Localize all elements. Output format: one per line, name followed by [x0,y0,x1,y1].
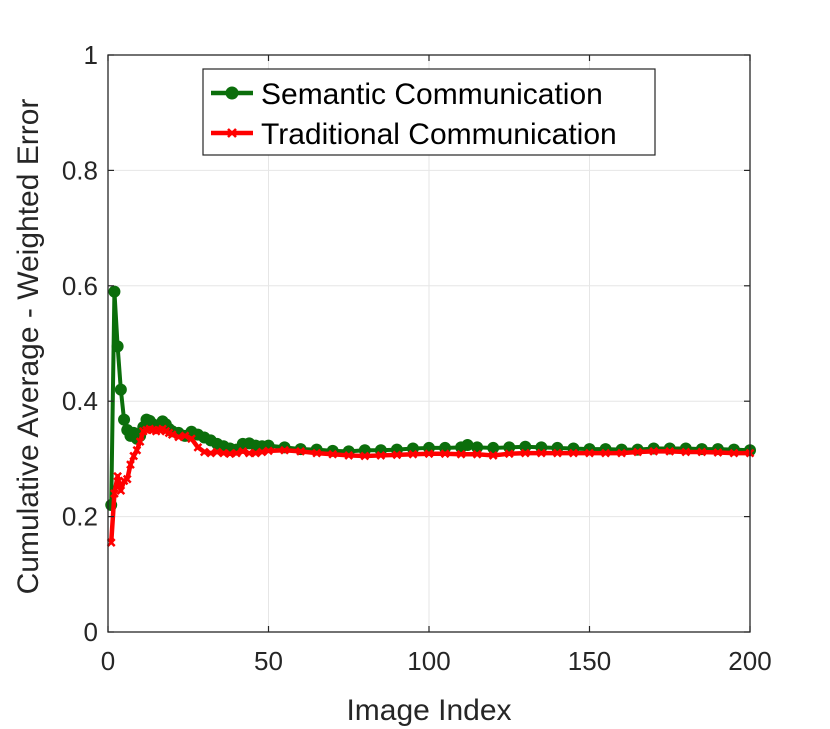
data-point [461,439,474,452]
data-point [376,451,386,460]
y-tick-label: 0.6 [62,271,98,301]
data-point [280,445,289,455]
y-tick-label: 0.8 [62,155,98,185]
legend-marker-traditional [227,128,237,138]
series-line [109,289,751,506]
data-point [633,447,643,457]
legend-box [202,68,656,156]
data-point [264,446,273,456]
data-point [665,447,675,456]
data-point [408,449,418,459]
data-point [424,449,434,459]
data-point [174,432,184,442]
data-point [601,448,610,458]
x-tick-label: 50 [254,646,283,676]
legend-marker-semantic [225,86,239,100]
legend: Semantic Communication Traditional Commu… [202,68,656,156]
data-point [328,449,338,459]
data-point [392,450,402,460]
data-point [180,431,190,441]
data-point [440,449,450,459]
data-point [132,445,142,455]
legend-entry-traditional: Traditional Communication [211,118,617,151]
data-point [344,451,354,460]
data-point [617,448,626,458]
data-point [312,448,322,458]
x-tick-label: 150 [568,646,611,676]
data-point [504,449,514,459]
data-point [487,441,500,454]
tick-labels: 0 50 100 150 200 0 0.2 0.4 0.6 0.8 1 [62,40,772,676]
data-point [193,442,203,452]
data-point [569,448,578,458]
data-point [520,448,530,458]
y-tick-label: 0.2 [62,502,98,532]
data-point [111,340,124,353]
legend-x-marker [227,128,237,138]
data-point [106,538,116,547]
data-point [199,447,209,457]
data-point [713,448,723,457]
plot-series [105,285,756,547]
data-point [729,448,739,458]
x-axis-label: Image Index [346,694,511,727]
data-point [649,447,659,456]
legend-label-traditional: Traditional Communication [261,118,617,151]
data-point [187,434,196,444]
y-tick-label: 1 [84,40,98,70]
data-point [113,471,123,481]
data-point [456,449,466,459]
x-tick-label: 200 [728,646,771,676]
data-point [232,448,241,458]
legend-entry-semantic: Semantic Communication [211,78,603,111]
data-point [488,451,498,460]
data-point [251,448,261,458]
data-point [122,474,132,484]
data-point [135,437,145,446]
data-point [212,447,222,457]
series-traditional [106,424,755,547]
y-axis-label: Cumulative Average - Weighted Error [12,99,45,595]
data-point [116,486,126,496]
data-point [536,448,546,458]
data-point [472,449,482,459]
data-point [126,460,135,470]
legend-label-semantic: Semantic Communication [261,78,603,111]
y-tick-label: 0 [84,617,98,647]
data-point [553,448,562,458]
data-point [110,489,119,498]
x-tick-label: 100 [407,646,450,676]
data-point [296,447,305,456]
series-semantic [105,285,756,512]
data-point [114,383,127,396]
data-point [129,451,139,461]
y-tick-label: 0.4 [62,386,98,416]
data-point [206,448,216,458]
data-point [697,447,707,457]
data-point [238,447,248,456]
x-tick-label: 0 [101,646,115,676]
data-point [108,285,121,298]
data-point [681,447,691,457]
data-point [360,451,370,461]
data-point [257,447,267,457]
data-point [585,448,594,458]
data-point [167,430,177,440]
data-point [118,413,131,426]
